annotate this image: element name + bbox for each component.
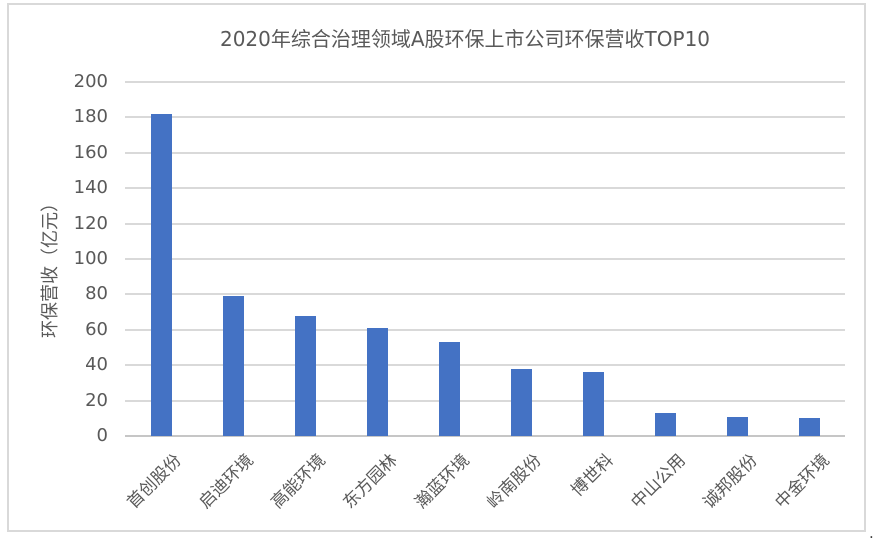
- chart-title: 2020年综合治理领域A股环保上市公司环保营收TOP10: [219, 27, 711, 51]
- bar-首创股份: [150, 113, 172, 436]
- y-tick-label: 160: [73, 141, 108, 163]
- bar-高能环境: [294, 315, 316, 436]
- gridline: [125, 399, 845, 402]
- gridline: [125, 151, 845, 154]
- chart-frame: [7, 3, 866, 532]
- gridline: [125, 328, 845, 331]
- bar-中山公用: [654, 412, 676, 436]
- gridline: [125, 222, 845, 225]
- gridline: [125, 187, 845, 190]
- bar-启迪环境: [222, 296, 244, 436]
- bar-博世科: [582, 372, 604, 436]
- y-tick-label: 140: [73, 177, 108, 199]
- bar-中金环境: [798, 418, 820, 436]
- bar-瀚蓝环境: [438, 342, 460, 436]
- y-tick-label: 180: [73, 106, 108, 128]
- stray-corner-mark: .: [869, 524, 874, 542]
- bar-岭南股份: [510, 368, 532, 436]
- gridline: [125, 293, 845, 296]
- gridline: [125, 364, 845, 367]
- y-tick-label: 40: [85, 354, 108, 376]
- gridline: [125, 116, 845, 119]
- y-tick-label: 0: [96, 425, 108, 446]
- x-axis-line: [125, 435, 845, 437]
- bar-东方园林: [366, 328, 388, 436]
- y-tick-label: 20: [85, 389, 108, 411]
- y-tick-label: 80: [85, 283, 108, 305]
- bar-诚邦股份: [726, 416, 748, 436]
- y-tick-label: 200: [73, 71, 108, 92]
- y-tick-label: 60: [85, 318, 108, 340]
- y-tick-label: 100: [73, 248, 108, 269]
- y-tick-label: 120: [73, 212, 108, 234]
- gridline: [125, 258, 845, 260]
- gridline: [125, 81, 845, 83]
